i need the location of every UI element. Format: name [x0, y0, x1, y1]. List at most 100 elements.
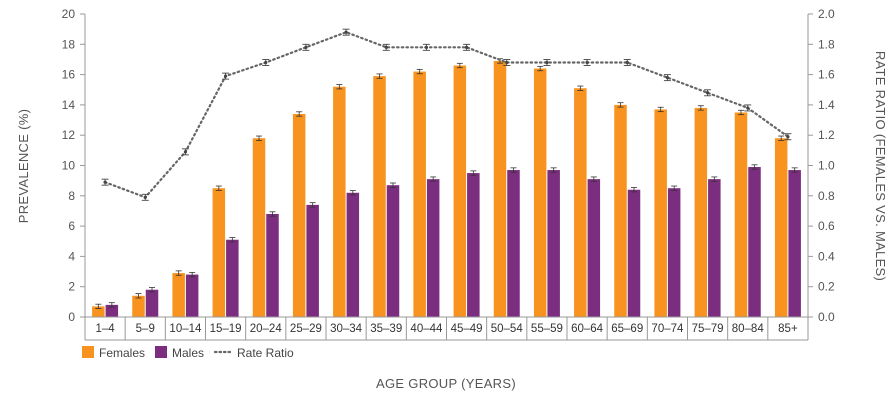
y2-axis-title: RATE RATIO (FEMALES VS. MALES)	[873, 51, 888, 281]
x-tick-label: 55–59	[531, 323, 563, 335]
x-tick-label: 35–39	[370, 323, 402, 335]
x-tick-label: 75–79	[692, 323, 724, 335]
bar-males	[105, 304, 119, 317]
ratio-point	[344, 30, 348, 34]
ratio-point	[223, 74, 228, 78]
ratio-point	[746, 106, 750, 110]
bar-females	[533, 68, 547, 317]
ratio-point	[183, 150, 188, 154]
bar-males	[426, 179, 440, 317]
ratio-point	[665, 76, 670, 80]
axes-layer	[84, 14, 809, 341]
ratio-point	[545, 60, 549, 65]
x-tick-label: 1–4	[95, 323, 115, 335]
y2-tick-label: 0.0	[818, 310, 835, 324]
legend-label-rate-ratio: Rate Ratio	[237, 346, 294, 360]
y2-tick-label: 0.2	[818, 280, 835, 294]
bar-females	[734, 112, 748, 317]
x-tick-label: 25–29	[290, 323, 322, 335]
y-tick-label: 0	[68, 310, 75, 324]
rate-ratio-layer	[101, 28, 792, 201]
bar-females	[574, 88, 587, 317]
ratio-point	[384, 45, 388, 49]
y-tick-label: 16	[62, 68, 76, 82]
bar-females	[333, 86, 346, 317]
bar-females	[493, 60, 507, 318]
x-tick-label: 60–64	[571, 323, 604, 335]
x-tick-label: 5–9	[136, 323, 155, 335]
bar-females	[654, 109, 667, 317]
bar-males	[788, 170, 801, 317]
y2-tick-label: 1.8	[818, 37, 835, 51]
y-tick-label: 6	[68, 219, 75, 233]
ratio-point	[585, 60, 589, 65]
x-tick-label: 15–19	[210, 323, 242, 335]
bar-females	[373, 76, 386, 318]
bar-males	[145, 289, 159, 317]
bar-females	[212, 188, 226, 317]
x-tick-label: 20–24	[250, 323, 283, 335]
bar-females	[774, 138, 788, 317]
bar-females	[453, 65, 467, 317]
rate-ratio-line	[103, 31, 790, 199]
bar-females	[694, 107, 708, 318]
y2-tick-label: 0.4	[818, 249, 835, 263]
bar-males	[306, 204, 319, 317]
bar-males	[226, 239, 239, 317]
bar-males	[185, 274, 199, 317]
x-tick-label: 80–84	[732, 323, 765, 335]
y2-tick-label: 0.6	[818, 219, 835, 233]
bar-males	[547, 170, 560, 317]
bar-males	[467, 173, 480, 317]
ratio-point	[786, 135, 790, 139]
bars-layer	[92, 58, 801, 318]
bar-males	[748, 167, 761, 317]
bar-males	[386, 185, 400, 317]
y2-tick-label: 1.0	[818, 159, 835, 173]
y2-axis-ticks: 0.0 0.2 0.4 0.6 0.8 1.0 1.2 1.4 1.6 1.8 2.0	[808, 7, 835, 324]
bar-males	[667, 188, 681, 317]
x-tick-label: 50–54	[491, 323, 524, 335]
ratio-point	[505, 60, 509, 65]
bar-females	[92, 306, 105, 317]
y-tick-label: 8	[68, 189, 75, 203]
x-tick-label: 30–34	[330, 323, 363, 335]
legend-swatch-females	[82, 346, 94, 358]
bar-females	[292, 113, 306, 318]
ratio-point	[625, 60, 629, 65]
x-tick-label: 45–49	[451, 323, 483, 335]
bar-females	[172, 273, 185, 317]
bar-females	[252, 138, 266, 317]
bar-males	[587, 179, 601, 317]
y-axis-title: PREVALENCE (%)	[16, 109, 31, 223]
ratio-point	[424, 45, 429, 49]
bar-females	[132, 295, 145, 317]
y2-tick-label: 1.6	[818, 68, 835, 82]
y-tick-label: 14	[62, 98, 76, 112]
ratio-point	[705, 91, 710, 95]
ratio-point	[143, 195, 147, 199]
legend-swatch-males	[155, 346, 167, 358]
x-tick-label: 65–69	[611, 323, 643, 335]
category-labels: 1–4 5–9 10–14 15–19 20–24 25–29 30–34 35–39 40–4…	[95, 323, 797, 335]
y2-tick-label: 2.0	[818, 7, 835, 21]
bar-males	[627, 189, 641, 317]
bar-females	[614, 104, 627, 318]
y2-tick-label: 0.8	[818, 189, 835, 203]
y-axis-ticks: 0 2 4 6 8 10 12 14 16 18 20	[62, 7, 85, 324]
bar-females	[413, 71, 426, 317]
ratio-point	[264, 60, 268, 65]
y-tick-label: 2	[68, 280, 75, 294]
bar-males	[346, 192, 360, 317]
ratio-point	[304, 45, 308, 49]
x-tick-label: 10–14	[169, 323, 202, 335]
y2-tick-label: 1.2	[818, 128, 835, 142]
y-tick-label: 18	[62, 37, 76, 51]
bar-males	[266, 213, 279, 317]
y-tick-label: 12	[62, 128, 76, 142]
y-tick-label: 4	[68, 249, 75, 263]
x-tick-label: 85+	[778, 323, 798, 335]
legend-label-males: Males	[172, 346, 204, 360]
x-tick-label: 40–44	[410, 323, 443, 335]
